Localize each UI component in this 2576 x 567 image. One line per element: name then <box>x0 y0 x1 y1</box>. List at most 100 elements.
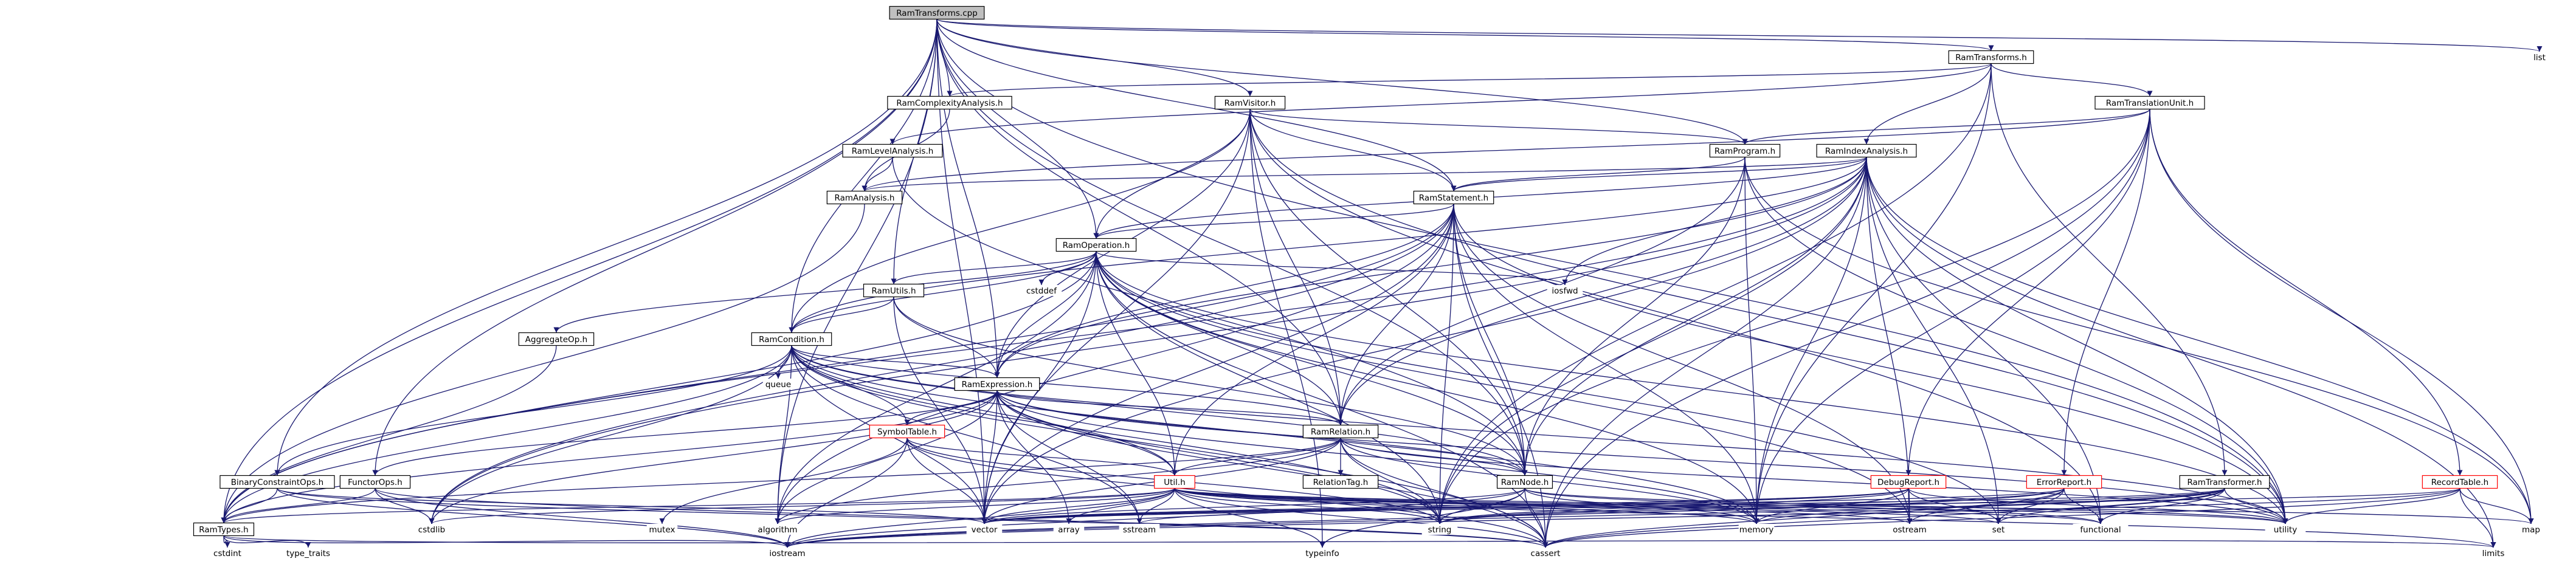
header-node-ramtransforms[interactable]: RamTransforms.h <box>1948 50 2034 64</box>
edge-symboltable-to-vector <box>906 438 987 524</box>
node-label: RamExpression.h <box>962 380 1033 390</box>
system-header-iosfwd: iosfwd <box>1547 285 1583 296</box>
edge-root-to-list <box>936 18 2542 52</box>
header-node-ramrelation[interactable]: RamRelation.h <box>1302 424 1379 439</box>
edge-recordtable-to-iostream <box>785 487 2460 548</box>
edge-visitor-to-program <box>1249 108 1748 145</box>
edge-util-to-algorithm <box>775 487 1175 524</box>
header-node-functorops[interactable]: FunctorOps.h <box>339 475 411 489</box>
edge-relation-to-ramtypes <box>221 438 1341 523</box>
header-node-ramcondition[interactable]: RamCondition.h <box>751 332 832 346</box>
edge-visitor-to-statement <box>1249 109 1457 191</box>
edge-visitor-to-operation <box>1093 109 1251 239</box>
header-node-ramnode[interactable]: RamNode.h <box>1496 475 1553 489</box>
edge-visitor-to-utility <box>1249 109 2288 524</box>
edge-levelanalysis-to-ramnode <box>892 157 1528 476</box>
header-node-aggregateop[interactable]: AggregateOp.h <box>518 332 595 346</box>
node-label: map <box>2522 525 2540 535</box>
edge-statement-to-cassert <box>1453 204 1549 548</box>
node-label: RamProgram.h <box>1714 146 1775 156</box>
edge-visitor-to-ramnode <box>1249 109 1528 476</box>
label-background <box>762 379 794 390</box>
edge-operation-to-memory <box>1096 251 1759 524</box>
edge-expression-to-array <box>996 390 1072 524</box>
label-background <box>1421 524 1458 535</box>
header-node-ramtransforms[interactable]: RamTransforms.cpp <box>889 5 985 20</box>
node-box <box>826 190 903 205</box>
label-background <box>2073 524 2129 535</box>
edge-condition-to-expression <box>791 345 1000 378</box>
edge-utils-to-ramnode <box>893 297 1528 476</box>
node-label: iostream <box>769 549 805 558</box>
header-node-ramstatement[interactable]: RamStatement.h <box>1413 190 1494 205</box>
edge-root-to-ramtransforms-h <box>936 18 1994 52</box>
header-node-ramtypes[interactable]: RamTypes.h <box>193 522 255 537</box>
node-box <box>1413 190 1494 205</box>
edge-operation-to-utils <box>891 251 1097 284</box>
header-node-ramlevelanalysis[interactable]: RamLevelAnalysis.h <box>842 143 943 158</box>
edge-translationunit-to-cassert <box>1542 109 2150 548</box>
header-node-ramindexanalysis[interactable]: RamIndexAnalysis.h <box>1816 143 1917 158</box>
edge-relation-to-string <box>1340 438 1443 524</box>
edge-indexanalysis-to-iosfwd <box>1562 157 1867 286</box>
edge-recordtable-to-vector <box>982 487 2460 524</box>
header-node-ramexpression[interactable]: RamExpression.h <box>954 377 1040 391</box>
edge-util-to-cassert <box>1174 488 1549 548</box>
system-header-vector: vector <box>966 524 1003 535</box>
node-label: ostream <box>1893 525 1927 535</box>
edge-relation-to-utility <box>1340 438 2288 524</box>
header-node-ramtransformer[interactable]: RamTransformer.h <box>2179 475 2270 489</box>
node-label: RamVisitor.h <box>1224 98 1276 108</box>
node-label: set <box>1992 525 2005 535</box>
edge-expression-to-algorithm <box>775 390 998 524</box>
header-node-binaryconstraintops[interactable]: BinaryConstraintOps.h <box>219 475 335 489</box>
edge-translationunit-to-analysis <box>862 109 2150 191</box>
edge-visitor-to-condition <box>789 109 1251 333</box>
header-node-ramvisitor[interactable]: RamVisitor.h <box>1214 95 1286 110</box>
edge-ramtypes-to-limits <box>223 535 2496 548</box>
edge-condition-to-ramnode <box>791 345 1528 476</box>
edge-root-to-utility <box>936 19 2288 524</box>
edge-root-to-ramtypes <box>221 19 938 523</box>
edge-translationunit-to-map <box>2149 109 2534 524</box>
header-node-ramutils[interactable]: RamUtils.h <box>863 283 925 298</box>
system-header-utility: utility <box>2265 524 2306 535</box>
edge-operation-to-util <box>1096 251 1178 476</box>
edge-transformer-to-vector <box>982 487 2225 524</box>
edge-indexanalysis-to-string <box>1437 157 1867 524</box>
node-box <box>1302 475 1379 489</box>
header-node-ramanalysis[interactable]: RamAnalysis.h <box>826 190 903 205</box>
node-box <box>1154 475 1195 489</box>
node-box <box>2026 475 2102 489</box>
node-label: RamTransforms.h <box>1955 53 2027 63</box>
system-header-set: set <box>1987 524 2009 535</box>
edge-operation-to-utility <box>1096 251 2288 524</box>
edge-condition-to-ramtypes <box>221 345 792 523</box>
edge-recordtable-to-utility <box>2282 488 2460 524</box>
edge-util-to-map <box>1174 487 2533 524</box>
header-node-errorreport: ErrorReport.h <box>2026 475 2102 489</box>
dependency-nodes: RamTransforms.cpp RamTransforms.h list RamC… <box>193 5 2553 558</box>
edge-symboltable-to-util <box>906 438 1178 476</box>
node-label: BinaryConstraintOps.h <box>231 478 323 487</box>
edge-statement-to-expression <box>994 204 1454 378</box>
edge-symboltable-to-cassert <box>906 438 1549 548</box>
edge-indexanalysis-to-cassert <box>1542 157 1867 548</box>
edge-expression-to-functorops <box>372 390 998 476</box>
node-label: Util.h <box>1164 478 1186 487</box>
node-label: RamNode.h <box>1501 478 1549 487</box>
header-node-ramoperation[interactable]: RamOperation.h <box>1055 238 1137 252</box>
header-node-relationtag[interactable]: RelationTag.h <box>1302 475 1379 489</box>
edge-indexanalysis-to-cstdlib <box>429 157 1867 524</box>
label-background <box>646 524 678 535</box>
node-box <box>518 332 595 346</box>
edge-root-to-condition <box>789 19 938 333</box>
header-node-ramtranslationunit[interactable]: RamTranslationUnit.h <box>2094 95 2205 110</box>
header-node-ramprogram[interactable]: RamProgram.h <box>1709 143 1781 158</box>
node-box <box>1816 143 1917 158</box>
label-background <box>1889 524 1930 535</box>
node-label: RamTranslationUnit.h <box>2106 98 2194 108</box>
header-node-ramcomplexityanalysis[interactable]: RamComplexityAnalysis.h <box>887 95 1012 110</box>
edge-expression-to-cassert <box>996 390 1549 548</box>
